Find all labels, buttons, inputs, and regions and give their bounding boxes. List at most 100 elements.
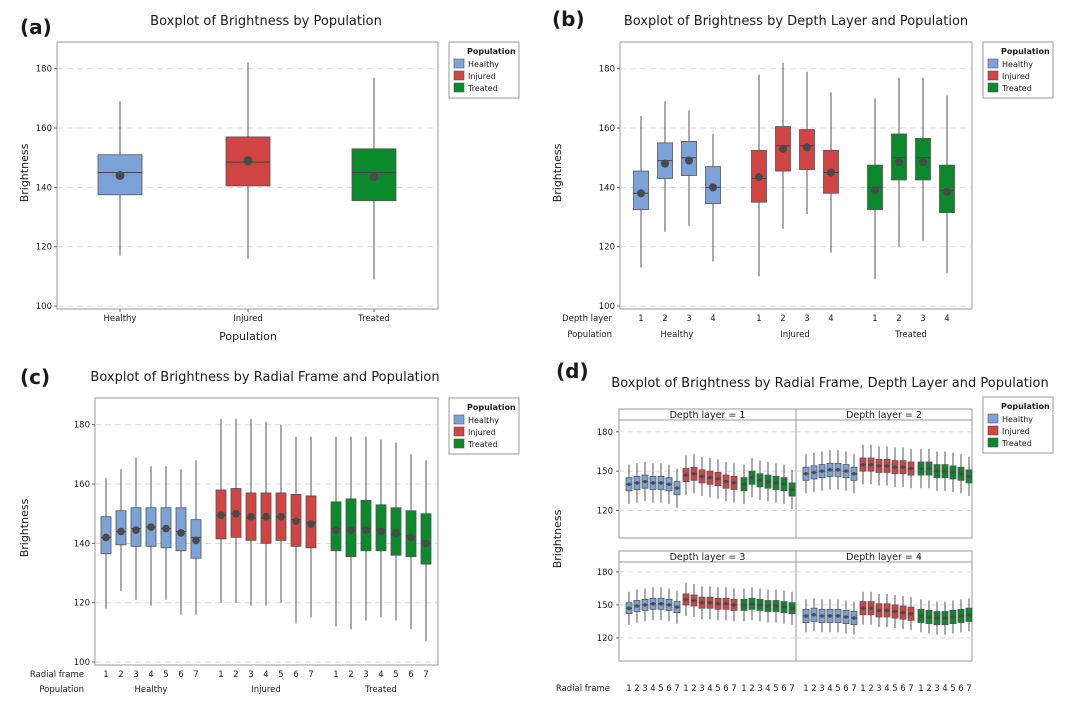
legend-label-treated-a: Treated — [467, 84, 498, 93]
legend-label-injured-c: Injured — [468, 428, 496, 437]
mean-marker-treated-2 — [347, 526, 355, 534]
x-tick-label-injured: Injured — [233, 314, 263, 324]
row-label-radial-c: Radial frame — [30, 670, 84, 680]
mean-marker-d4-healthy-2 — [812, 613, 816, 617]
x-tick-label-radial-d4: 4 — [827, 684, 832, 694]
legend-label-healthy-c: Healthy — [468, 416, 499, 425]
mean-marker-d3-treated-4 — [766, 604, 770, 608]
mean-marker-d3-healthy-1 — [627, 606, 631, 610]
y-tick-label-d1: 180 — [597, 428, 613, 438]
mean-marker-d2-treated-5 — [951, 470, 955, 475]
mean-marker-d4-treated-3 — [935, 616, 939, 620]
x-tick-label-radial: 4 — [148, 670, 153, 680]
x-tick-label-radial: 2 — [233, 670, 238, 680]
mean-marker-d4-healthy-7 — [852, 616, 856, 620]
x-tick-label-depth: 4 — [710, 314, 715, 324]
y-tick-label-a: 120 — [36, 243, 52, 253]
x-tick-label-radial: 3 — [248, 670, 253, 680]
panel-d: (d) Boxplot of Brightness by Radial Fram… — [551, 359, 1054, 694]
mean-marker-treated-4 — [377, 527, 385, 536]
x-tick-label-radial-d4: 2 — [811, 684, 816, 694]
mean-marker-injured-3 — [803, 143, 811, 152]
x-tick-label-depth: 2 — [662, 314, 667, 324]
mean-marker-d1-treated-5 — [774, 481, 778, 485]
x-tick-label-radial-d3: 7 — [789, 684, 794, 694]
mean-marker-d4-treated-4 — [943, 616, 947, 620]
x-tick-label-radial: 6 — [178, 670, 183, 680]
row-label-population-b: Population — [567, 330, 612, 340]
panel-b: (b) Boxplot of Brightness by Depth Layer… — [551, 7, 1054, 340]
legend-swatch-treated-d — [987, 437, 999, 448]
ylabel-b: Brightness — [551, 143, 564, 202]
legend-label-injured-a: Injured — [468, 72, 496, 81]
legend-a: Population Healthy Injured Treated — [448, 41, 520, 99]
mean-marker-d2-injured-5 — [893, 465, 897, 470]
legend-c: Population Healthy Injured Treated — [448, 397, 520, 455]
mean-marker-healthy-4 — [147, 523, 155, 531]
mean-marker-d2-healthy-4 — [828, 468, 832, 472]
facet-frame-d4 — [795, 550, 973, 662]
legend-swatch-healthy-d — [987, 413, 999, 424]
x-tick-label-radial-d3: 2 — [691, 684, 696, 694]
legend-label-healthy-b: Healthy — [1002, 60, 1033, 69]
x-tick-label-depth: 3 — [804, 314, 809, 324]
y-tick-label-a: 160 — [36, 124, 52, 134]
mean-marker-d4-injured-1 — [861, 606, 865, 610]
legend-label-injured-b: Injured — [1002, 72, 1030, 81]
panel-label-c: (c) — [20, 365, 50, 389]
mean-marker-d2-treated-6 — [959, 471, 963, 476]
x-tick-label-radial-d4: 4 — [884, 684, 889, 694]
facet-title-d2: Depth layer = 2 — [846, 410, 922, 421]
mean-marker-d2-treated-3 — [935, 469, 939, 473]
y-tick-label-d1: 120 — [597, 506, 613, 516]
mean-marker-d1-injured-4 — [708, 475, 712, 480]
x-tick-label-radial-d4: 1 — [918, 684, 923, 694]
mean-marker-d4-injured-6 — [901, 610, 905, 615]
y-tick-label-b: 180 — [599, 65, 615, 75]
mean-marker-d1-injured-6 — [724, 479, 728, 484]
ylabel-a: Brightness — [18, 143, 31, 202]
mean-marker-d1-healthy-7 — [675, 486, 679, 490]
legend-title-d: Population — [1001, 402, 1050, 411]
x-tick-label-depth: 3 — [686, 314, 691, 324]
x-tick-label-depth: 4 — [944, 314, 949, 324]
x-tick-label-radial-d4: 5 — [950, 684, 955, 694]
chart-title-d: Boxplot of Brightness by Radial Frame, D… — [611, 376, 1048, 391]
x-tick-label-radial-d4: 7 — [908, 684, 913, 694]
mean-marker-treated-2 — [895, 158, 903, 167]
mean-marker-treated-3 — [362, 526, 370, 534]
panel-label-d: (d) — [556, 359, 589, 383]
y-tick-label-d3: 180 — [597, 568, 613, 578]
mean-marker-d2-healthy-6 — [844, 469, 848, 473]
x-tick-label-depth: 1 — [638, 314, 643, 324]
mean-marker-d4-injured-7 — [909, 611, 913, 616]
mean-marker-d3-treated-7 — [790, 606, 794, 610]
x-tick-label-depth: 2 — [896, 314, 901, 324]
panel-c: (c) Boxplot of Brightness by Radial Fram… — [18, 365, 520, 695]
x-tick-label-radial-d3: 7 — [674, 684, 679, 694]
mean-marker-d1-treated-4 — [766, 479, 770, 484]
mean-marker-d3-healthy-3 — [643, 603, 647, 607]
x-tick-label-radial-d4: 3 — [876, 684, 881, 694]
mean-marker-d3-healthy-5 — [659, 602, 663, 606]
x-group-label-treated: Treated — [364, 685, 397, 695]
x-tick-label-radial-d4: 3 — [819, 684, 824, 694]
mean-marker-healthy-2 — [661, 159, 669, 168]
legend-label-treated-b: Treated — [1001, 84, 1032, 93]
plot-area-a: 100 120 140 160 180 Healthy Injured Treated — [36, 62, 438, 324]
x-tick-label-radial: 7 — [193, 670, 198, 680]
x-group-label-injured: Injured — [251, 685, 281, 695]
x-tick-label-radial-d3: 6 — [666, 684, 671, 694]
x-group-label-injured: Injured — [780, 330, 810, 340]
x-tick-label-radial-d3: 5 — [658, 684, 663, 694]
y-tick-label-b: 140 — [599, 183, 615, 193]
x-tick-label-radial-d4: 2 — [868, 684, 873, 694]
legend-swatch-treated-c — [453, 438, 465, 449]
y-tick-label-c: 120 — [74, 599, 90, 609]
mean-marker-d4-treated-7 — [967, 613, 971, 617]
x-tick-label-depth: 2 — [780, 314, 785, 324]
chart-title-b: Boxplot of Brightness by Depth Layer and… — [624, 14, 968, 29]
mean-marker-injured-1 — [755, 172, 763, 181]
